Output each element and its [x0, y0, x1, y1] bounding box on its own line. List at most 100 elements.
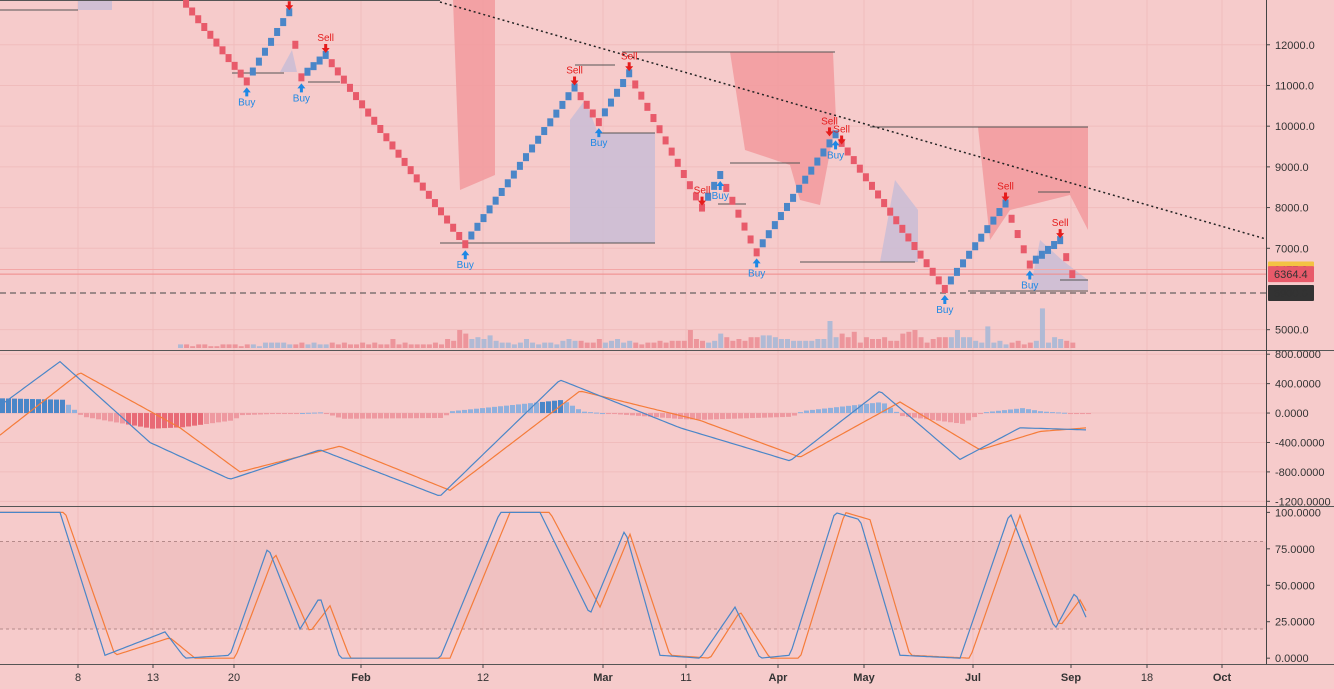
- renko-brick-up[interactable]: [553, 109, 560, 118]
- renko-brick-up[interactable]: [571, 83, 578, 92]
- renko-brick-up[interactable]: [820, 148, 827, 157]
- renko-brick-up[interactable]: [978, 233, 985, 242]
- renko-brick-up[interactable]: [504, 179, 511, 188]
- renko-brick-down[interactable]: [644, 102, 651, 111]
- renko-brick-down[interactable]: [395, 149, 402, 158]
- renko-brick-up[interactable]: [814, 157, 821, 166]
- renko-brick-down[interactable]: [692, 192, 699, 201]
- renko-brick-down[interactable]: [438, 207, 445, 216]
- renko-brick-down[interactable]: [911, 242, 918, 251]
- renko-brick-down[interactable]: [723, 183, 730, 192]
- renko-brick-down[interactable]: [365, 108, 372, 117]
- renko-brick-down[interactable]: [334, 67, 341, 76]
- renko-brick-down[interactable]: [893, 216, 900, 225]
- trendline[interactable]: [439, 1, 1267, 240]
- renko-brick-down[interactable]: [699, 203, 706, 212]
- renko-brick-up[interactable]: [510, 170, 517, 179]
- renko-brick-up[interactable]: [498, 187, 505, 196]
- renko-brick-up[interactable]: [796, 184, 803, 193]
- renko-brick-down[interactable]: [444, 215, 451, 224]
- renko-brick-up[interactable]: [474, 222, 481, 231]
- renko-brick-up[interactable]: [1032, 255, 1039, 264]
- renko-brick-up[interactable]: [601, 108, 608, 117]
- renko-brick-up[interactable]: [832, 130, 839, 139]
- renko-brick-down[interactable]: [887, 207, 894, 216]
- renko-brick-up[interactable]: [1045, 245, 1052, 254]
- renko-brick-up[interactable]: [249, 67, 256, 76]
- renko-brick-up[interactable]: [765, 230, 772, 239]
- renko-brick-up[interactable]: [565, 92, 572, 101]
- renko-brick-down[interactable]: [401, 157, 408, 166]
- renko-brick-down[interactable]: [638, 91, 645, 100]
- renko-brick-up[interactable]: [547, 118, 554, 127]
- renko-brick-up[interactable]: [274, 27, 281, 36]
- renko-brick-down[interactable]: [850, 156, 857, 165]
- renko-brick-down[interactable]: [183, 0, 190, 8]
- renko-brick-up[interactable]: [711, 181, 718, 190]
- renko-brick-down[interactable]: [213, 38, 220, 47]
- stochastic-pane[interactable]: [0, 511, 1087, 659]
- renko-brick-down[interactable]: [632, 80, 639, 89]
- macd-signal-line[interactable]: [0, 372, 1087, 491]
- renko-brick-up[interactable]: [826, 139, 833, 148]
- renko-brick-down[interactable]: [862, 173, 869, 182]
- renko-brick-up[interactable]: [947, 276, 954, 285]
- renko-brick-down[interactable]: [747, 235, 754, 244]
- renko-brick-up[interactable]: [808, 166, 815, 175]
- renko-brick-up[interactable]: [486, 205, 493, 214]
- renko-brick-up[interactable]: [310, 62, 317, 71]
- renko-brick-down[interactable]: [875, 190, 882, 199]
- renko-brick-up[interactable]: [1038, 250, 1045, 259]
- renko-brick-down[interactable]: [225, 54, 232, 63]
- renko-brick-down[interactable]: [595, 118, 602, 127]
- renko-brick-down[interactable]: [462, 240, 469, 249]
- renko-brick-down[interactable]: [450, 223, 457, 232]
- renko-brick-up[interactable]: [1051, 241, 1058, 250]
- renko-brick-down[interactable]: [656, 125, 663, 134]
- stoch-d-line[interactable]: [0, 511, 1087, 659]
- renko-brick-up[interactable]: [529, 144, 536, 153]
- renko-brick-down[interactable]: [419, 182, 426, 191]
- renko-brick-up[interactable]: [255, 57, 262, 66]
- macd-pane[interactable]: [0, 360, 1091, 497]
- renko-brick-down[interactable]: [1008, 214, 1015, 223]
- renko-brick-down[interactable]: [589, 109, 596, 118]
- renko-brick-up[interactable]: [535, 135, 542, 144]
- renko-brick-up[interactable]: [771, 221, 778, 230]
- renko-brick-down[interactable]: [407, 166, 414, 175]
- renko-brick-down[interactable]: [1069, 270, 1076, 279]
- renko-brick-down[interactable]: [729, 196, 736, 205]
- renko-brick-down[interactable]: [195, 15, 202, 24]
- renko-brick-up[interactable]: [607, 98, 614, 107]
- renko-brick-up[interactable]: [322, 50, 329, 59]
- renko-brick-up[interactable]: [790, 193, 797, 202]
- renko-brick-up[interactable]: [304, 67, 311, 76]
- renko-brick-up[interactable]: [996, 208, 1003, 217]
- renko-brick-up[interactable]: [516, 161, 523, 170]
- renko-brick-down[interactable]: [231, 61, 238, 70]
- renko-brick-down[interactable]: [353, 92, 360, 101]
- renko-brick-down[interactable]: [298, 73, 305, 82]
- renko-brick-down[interactable]: [383, 133, 390, 142]
- renko-brick-down[interactable]: [425, 190, 432, 199]
- renko-brick-down[interactable]: [662, 136, 669, 145]
- renko-brick-up[interactable]: [972, 242, 979, 251]
- renko-brick-up[interactable]: [280, 18, 287, 27]
- renko-brick-down[interactable]: [844, 147, 851, 156]
- renko-brick-down[interactable]: [668, 147, 675, 156]
- renko-brick-up[interactable]: [522, 153, 529, 162]
- renko-brick-up[interactable]: [984, 225, 991, 234]
- dotted-trendline[interactable]: [439, 1, 1267, 240]
- renko-brick-up[interactable]: [717, 171, 724, 180]
- stoch-k-line[interactable]: [0, 511, 1087, 659]
- renko-brick-down[interactable]: [340, 75, 347, 84]
- renko-brick-down[interactable]: [905, 233, 912, 242]
- renko-brick-down[interactable]: [1026, 260, 1033, 269]
- time-axis[interactable]: 8 13 20 Feb 12 Mar 11 Apr May Jul Sep 18 Oct: [75, 664, 1232, 684]
- renko-bricks[interactable]: [177, 0, 1076, 293]
- renko-brick-down[interactable]: [868, 181, 875, 190]
- renko-brick-up[interactable]: [261, 47, 268, 56]
- renko-brick-up[interactable]: [802, 175, 809, 184]
- renko-brick-down[interactable]: [680, 170, 687, 178]
